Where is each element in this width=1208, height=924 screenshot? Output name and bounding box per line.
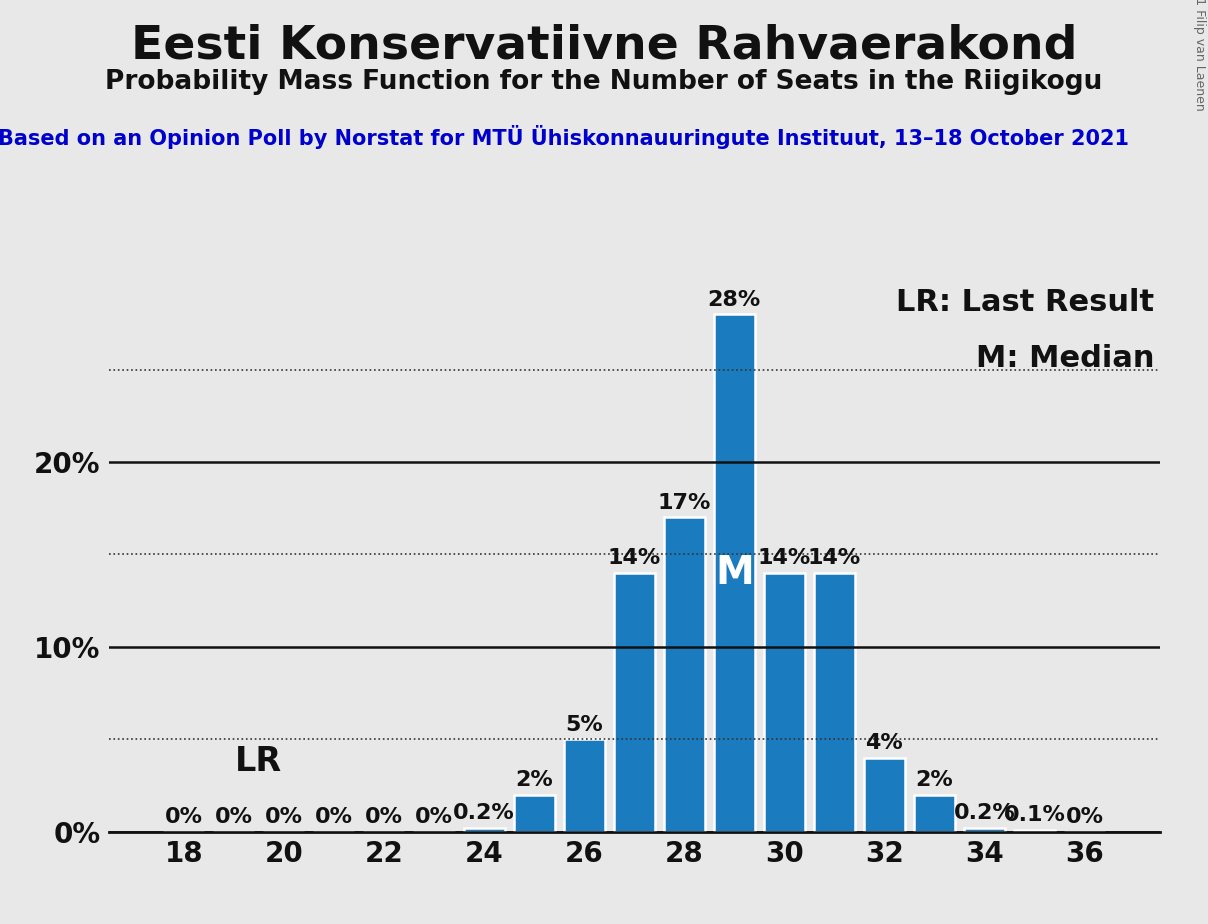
Text: 5%: 5%	[565, 714, 603, 735]
Bar	[964, 828, 1005, 832]
Text: 2%: 2%	[516, 770, 553, 790]
Text: 0%: 0%	[1065, 807, 1104, 827]
Text: 14%: 14%	[757, 548, 811, 568]
Bar	[564, 739, 605, 832]
Bar	[714, 314, 755, 832]
Text: 0%: 0%	[164, 807, 203, 827]
Text: 17%: 17%	[657, 492, 712, 513]
Bar	[1014, 830, 1055, 832]
Text: 0.1%: 0.1%	[1004, 805, 1065, 825]
Bar	[513, 795, 554, 832]
Text: 0%: 0%	[215, 807, 252, 827]
Bar	[763, 573, 805, 832]
Text: Eesti Konservatiivne Rahvaerakond: Eesti Konservatiivne Rahvaerakond	[130, 23, 1078, 68]
Text: © 2021 Filip van Laenen: © 2021 Filip van Laenen	[1192, 0, 1206, 111]
Text: Probability Mass Function for the Number of Seats in the Riigikogu: Probability Mass Function for the Number…	[105, 69, 1103, 95]
Text: Based on an Opinion Poll by Norstat for MTÜ Ühiskonnauuringute Instituut, 13–18 : Based on an Opinion Poll by Norstat for …	[0, 125, 1128, 149]
Text: 14%: 14%	[608, 548, 661, 568]
Text: 0%: 0%	[416, 807, 453, 827]
Text: LR: LR	[236, 745, 283, 778]
Text: 4%: 4%	[866, 733, 904, 753]
Text: 28%: 28%	[708, 289, 761, 310]
Text: 0%: 0%	[315, 807, 353, 827]
Text: 0.2%: 0.2%	[453, 803, 515, 823]
Text: 14%: 14%	[808, 548, 861, 568]
Bar	[864, 758, 905, 832]
Bar	[464, 828, 505, 832]
Text: LR: Last Result: LR: Last Result	[896, 288, 1155, 317]
Text: 0%: 0%	[365, 807, 403, 827]
Bar	[663, 517, 704, 832]
Text: 2%: 2%	[916, 770, 953, 790]
Bar	[814, 573, 855, 832]
Text: M: M	[715, 553, 754, 592]
Bar	[614, 573, 655, 832]
Bar	[914, 795, 956, 832]
Text: 0%: 0%	[265, 807, 303, 827]
Text: 0.2%: 0.2%	[953, 803, 1016, 823]
Text: M: Median: M: Median	[976, 344, 1155, 372]
